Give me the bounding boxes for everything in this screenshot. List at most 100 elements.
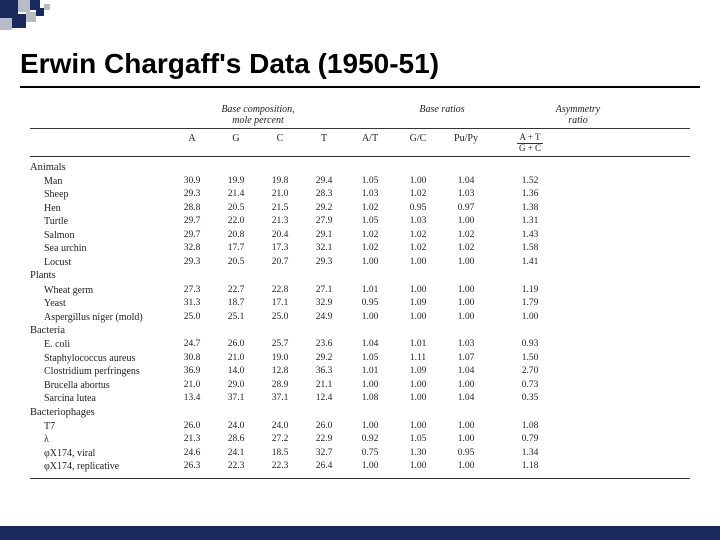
cell-C: 21.3 <box>258 215 302 229</box>
row-label: Sea urchin <box>30 242 170 256</box>
cell-A: 31.3 <box>170 297 214 311</box>
table-row: Clostridium perfringens36.914.012.836.31… <box>30 365 690 379</box>
cell-A: 29.7 <box>170 229 214 243</box>
cell-A: 36.9 <box>170 365 214 379</box>
cell-T: 32.7 <box>302 447 346 461</box>
table-row: Salmon29.720.820.429.11.021.021.021.43 <box>30 229 690 243</box>
cell-PuPy: 1.04 <box>442 392 490 406</box>
cell-GC: 1.01 <box>394 338 442 352</box>
cell-T: 29.4 <box>302 175 346 189</box>
col-A: A <box>170 133 214 154</box>
row-label: Sarcina lutea <box>30 392 170 406</box>
cell-asym: 1.18 <box>490 460 570 474</box>
table-row: Sarcina lutea13.437.137.112.41.081.001.0… <box>30 392 690 406</box>
cell-PuPy: 1.00 <box>442 215 490 229</box>
cell-C: 25.0 <box>258 311 302 325</box>
cell-C: 37.1 <box>258 392 302 406</box>
cell-C: 27.2 <box>258 433 302 447</box>
cell-GC: 1.02 <box>394 242 442 256</box>
cell-AT: 1.00 <box>346 460 394 474</box>
cell-GC: 1.02 <box>394 188 442 202</box>
cell-G: 24.0 <box>214 420 258 434</box>
table-row: φX174, viral24.624.118.532.70.751.300.95… <box>30 447 690 461</box>
cell-asym: 1.34 <box>490 447 570 461</box>
cell-asym: 1.52 <box>490 175 570 189</box>
cell-PuPy: 1.04 <box>442 175 490 189</box>
cell-C: 19.8 <box>258 175 302 189</box>
cell-T: 29.2 <box>302 202 346 216</box>
header-composition: Base composition, mole percent <box>170 104 346 126</box>
cell-asym: 0.35 <box>490 392 570 406</box>
cell-PuPy: 1.02 <box>442 242 490 256</box>
cell-AT: 0.92 <box>346 433 394 447</box>
cell-GC: 1.02 <box>394 229 442 243</box>
cell-GC: 1.00 <box>394 311 442 325</box>
cell-GC: 1.00 <box>394 256 442 270</box>
group-header-row: Base composition, mole percent Base rati… <box>30 104 690 129</box>
cell-A: 24.7 <box>170 338 214 352</box>
table-row: Locust29.320.520.729.31.001.001.001.41 <box>30 256 690 270</box>
cell-A: 13.4 <box>170 392 214 406</box>
table-row: Sea urchin32.817.717.332.11.021.021.021.… <box>30 242 690 256</box>
cell-G: 26.0 <box>214 338 258 352</box>
cell-C: 19.0 <box>258 352 302 366</box>
cell-PuPy: 0.97 <box>442 202 490 216</box>
section-header: Plants <box>30 269 690 283</box>
cell-asym: 0.93 <box>490 338 570 352</box>
cell-AT: 0.75 <box>346 447 394 461</box>
section-header: Bacteriophages <box>30 406 690 420</box>
cell-C: 28.9 <box>258 379 302 393</box>
cell-A: 29.3 <box>170 256 214 270</box>
cell-G: 20.8 <box>214 229 258 243</box>
cell-AT: 1.05 <box>346 215 394 229</box>
cell-T: 23.6 <box>302 338 346 352</box>
section-header: Animals <box>30 161 690 175</box>
row-label: Salmon <box>30 229 170 243</box>
cell-GC: 1.00 <box>394 420 442 434</box>
row-label: Yeast <box>30 297 170 311</box>
cell-asym: 0.79 <box>490 433 570 447</box>
cell-A: 21.0 <box>170 379 214 393</box>
cell-C: 21.0 <box>258 188 302 202</box>
cell-AT: 1.00 <box>346 379 394 393</box>
table-row: Staphylococcus aureus30.821.019.029.21.0… <box>30 352 690 366</box>
cell-C: 17.1 <box>258 297 302 311</box>
cell-GC: 1.00 <box>394 460 442 474</box>
cell-G: 25.1 <box>214 311 258 325</box>
row-label: Aspergillus niger (mold) <box>30 311 170 325</box>
cell-asym: 0.73 <box>490 379 570 393</box>
row-label: E. coli <box>30 338 170 352</box>
cell-C: 20.7 <box>258 256 302 270</box>
cell-G: 21.0 <box>214 352 258 366</box>
row-label: Hen <box>30 202 170 216</box>
cell-T: 27.1 <box>302 284 346 298</box>
row-label: Turtle <box>30 215 170 229</box>
cell-AT: 1.00 <box>346 256 394 270</box>
cell-GC: 1.00 <box>394 379 442 393</box>
cell-T: 28.3 <box>302 188 346 202</box>
cell-AT: 1.02 <box>346 202 394 216</box>
page-title: Erwin Chargaff's Data (1950-51) <box>20 48 700 88</box>
cell-A: 32.8 <box>170 242 214 256</box>
cell-G: 22.3 <box>214 460 258 474</box>
col-C: C <box>258 133 302 154</box>
cell-PuPy: 1.00 <box>442 256 490 270</box>
cell-GC: 1.30 <box>394 447 442 461</box>
cell-GC: 1.05 <box>394 433 442 447</box>
cell-PuPy: 1.00 <box>442 379 490 393</box>
row-label: λ <box>30 433 170 447</box>
row-label: T7 <box>30 420 170 434</box>
chargaff-table: Base composition, mole percent Base rati… <box>30 104 690 479</box>
cell-C: 24.0 <box>258 420 302 434</box>
cell-C: 25.7 <box>258 338 302 352</box>
cell-A: 24.6 <box>170 447 214 461</box>
cell-asym: 1.79 <box>490 297 570 311</box>
table-row: Brucella abortus21.029.028.921.11.001.00… <box>30 379 690 393</box>
cell-G: 24.1 <box>214 447 258 461</box>
table-row: λ21.328.627.222.90.921.051.000.79 <box>30 433 690 447</box>
cell-C: 17.3 <box>258 242 302 256</box>
cell-AT: 1.03 <box>346 188 394 202</box>
cell-PuPy: 1.00 <box>442 460 490 474</box>
cell-AT: 1.01 <box>346 365 394 379</box>
cell-G: 20.5 <box>214 256 258 270</box>
